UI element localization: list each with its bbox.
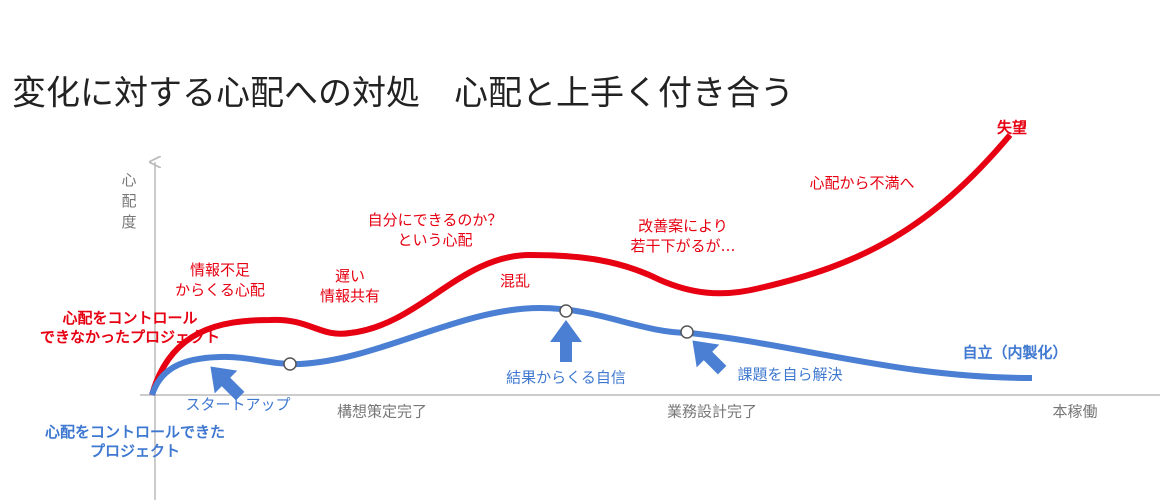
point [559, 304, 573, 318]
annotation: 心配から不満へ [809, 174, 914, 192]
arrow [210, 366, 245, 401]
end-label: 失望 [997, 119, 1027, 137]
title: 変化に対する心配への対処 心配と上手く付き合う [12, 74, 794, 114]
annotation: 結果からくる自信 [506, 369, 626, 387]
annotation: 情報不足からくる心配 [175, 261, 265, 299]
point [680, 325, 694, 339]
curve-label: 心配をコントロールできたプロジェクト [45, 423, 225, 460]
annotation: 改善案により若干下がるが… [630, 217, 735, 255]
annotation: 遅い情報共有 [320, 267, 380, 305]
annotation: 自分にできるのか？という心配 [368, 211, 503, 249]
point [283, 357, 297, 371]
arrow [550, 320, 582, 362]
milestone: 業務設計完了 [667, 403, 757, 421]
annotation: 課題を自ら解決 [737, 366, 842, 384]
red-curve [149, 133, 1013, 396]
milestone: 本稼働 [1052, 403, 1097, 421]
end-label: 自立（内製化） [962, 344, 1067, 362]
annotation: 混乱 [500, 272, 530, 290]
annotation: スタートアップ [185, 396, 290, 414]
arrow [692, 340, 727, 375]
curve-label: 心配をコントロールできなかったプロジェクト [40, 309, 220, 346]
blue-curve [149, 304, 1033, 397]
milestone: 構想策定完了 [337, 403, 427, 421]
y-axis-label: 心配度 [120, 172, 138, 235]
